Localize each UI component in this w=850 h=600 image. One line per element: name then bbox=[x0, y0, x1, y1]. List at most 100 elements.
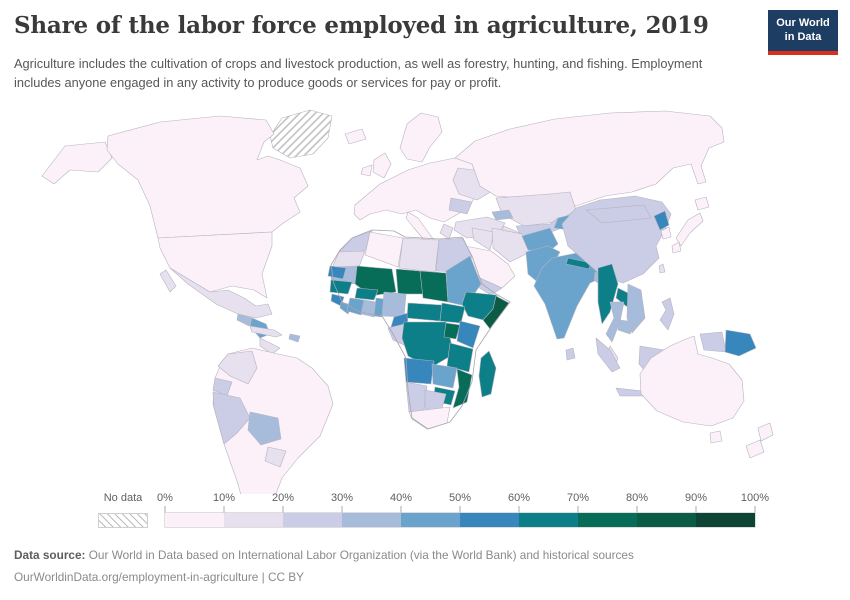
region-baja-california[interactable] bbox=[159, 269, 177, 293]
region-burkina-faso[interactable] bbox=[354, 287, 379, 301]
legend-bin-70-80%[interactable] bbox=[578, 513, 637, 527]
owid-logo-line-1: Our World bbox=[776, 17, 830, 29]
legend-tick-label-40%: 40% bbox=[389, 492, 413, 504]
region-niger[interactable] bbox=[395, 268, 424, 295]
region-united-states[interactable] bbox=[157, 231, 273, 299]
region-ivory-coast[interactable] bbox=[346, 297, 365, 316]
region-tasmania[interactable] bbox=[709, 430, 723, 444]
region-japan-hokkaido[interactable] bbox=[694, 196, 710, 211]
region-greenland[interactable] bbox=[269, 109, 333, 159]
license-line[interactable]: OurWorldinData.org/employment-in-agricul… bbox=[14, 569, 305, 584]
region-ireland[interactable] bbox=[360, 164, 373, 177]
legend-bin-20-30%[interactable] bbox=[283, 513, 342, 527]
region-nigeria[interactable] bbox=[381, 291, 407, 318]
region-kenya[interactable] bbox=[456, 320, 481, 349]
legend-tick-label-100%: 100% bbox=[740, 492, 770, 504]
region-greece[interactable] bbox=[439, 223, 454, 240]
region-central-african-republic[interactable] bbox=[406, 302, 443, 322]
region-somalia[interactable] bbox=[482, 295, 510, 330]
legend-tick-mark bbox=[695, 506, 697, 513]
region-canada[interactable] bbox=[106, 115, 309, 239]
legend-tick-label-50%: 50% bbox=[448, 492, 472, 504]
region-russia[interactable] bbox=[454, 110, 725, 207]
region-new-zealand-north[interactable] bbox=[757, 422, 774, 442]
region-myanmar[interactable] bbox=[597, 263, 619, 325]
region-senegal[interactable] bbox=[327, 265, 347, 280]
legend-tick-mark bbox=[754, 506, 756, 513]
region-japan-honshu[interactable] bbox=[675, 212, 704, 247]
region-algeria[interactable] bbox=[364, 231, 404, 268]
region-uganda[interactable] bbox=[443, 322, 461, 340]
owid-logo[interactable]: Our World in Data bbox=[768, 10, 838, 55]
legend-tick-mark bbox=[282, 506, 284, 513]
region-hispaniola[interactable] bbox=[288, 333, 301, 343]
region-iceland[interactable] bbox=[344, 128, 367, 145]
legend-tick-label-60%: 60% bbox=[507, 492, 531, 504]
legend-tick-mark bbox=[577, 506, 579, 513]
legend-bin-50-60%[interactable] bbox=[460, 513, 519, 527]
data-source-text: Our World in Data based on International… bbox=[85, 548, 634, 562]
legend-bin-0-10%[interactable] bbox=[165, 513, 224, 527]
legend-bin-80-90%[interactable] bbox=[637, 513, 696, 527]
legend-tick-mark bbox=[164, 506, 166, 513]
region-taiwan[interactable] bbox=[658, 263, 666, 274]
region-guinea[interactable] bbox=[329, 279, 353, 295]
chart-subtitle: Agriculture includes the cultivation of … bbox=[14, 54, 744, 92]
region-north-korea[interactable] bbox=[653, 210, 670, 231]
legend-tick-label-90%: 90% bbox=[684, 492, 708, 504]
chart-footer: Data source: Our World in Data based on … bbox=[14, 545, 814, 589]
region-nepal[interactable] bbox=[565, 257, 592, 270]
region-west-papua[interactable] bbox=[699, 331, 727, 353]
region-iraq-syria[interactable] bbox=[471, 227, 495, 251]
region-colombia[interactable] bbox=[217, 350, 258, 385]
region-new-zealand-south[interactable] bbox=[745, 439, 765, 459]
region-japan-kyushu[interactable] bbox=[671, 241, 682, 254]
region-cambodia[interactable] bbox=[617, 319, 635, 335]
region-panama-costa-rica[interactable] bbox=[259, 337, 281, 355]
region-zambia[interactable] bbox=[431, 363, 458, 389]
region-bolivia[interactable] bbox=[247, 411, 282, 446]
region-mexico[interactable] bbox=[169, 267, 273, 319]
region-togo-benin[interactable] bbox=[373, 297, 385, 318]
region-libya[interactable] bbox=[398, 237, 440, 273]
region-romania[interactable] bbox=[448, 197, 473, 215]
legend-bin-30-40%[interactable] bbox=[342, 513, 401, 527]
region-scandinavia[interactable] bbox=[399, 112, 443, 163]
legend-bin-10-20%[interactable] bbox=[224, 513, 283, 527]
region-tanzania[interactable] bbox=[446, 342, 474, 373]
legend-no-data-swatch[interactable] bbox=[98, 513, 148, 528]
region-south-korea[interactable] bbox=[660, 226, 672, 240]
region-western-sahara[interactable] bbox=[331, 250, 366, 269]
region-guatemala[interactable] bbox=[236, 313, 253, 327]
legend-tick-mark bbox=[459, 506, 461, 513]
region-mongolia[interactable] bbox=[585, 204, 652, 224]
legend-bin-40-50%[interactable] bbox=[401, 513, 460, 527]
region-angola[interactable] bbox=[403, 357, 435, 385]
region-sri-lanka[interactable] bbox=[565, 347, 576, 361]
region-peru[interactable] bbox=[212, 391, 251, 445]
region-paraguay[interactable] bbox=[264, 446, 287, 468]
legend-bin-60-70%[interactable] bbox=[519, 513, 578, 527]
subtitle-line-2: Employment includes anyone engaged in an… bbox=[14, 56, 703, 91]
legend-bin-90-100%[interactable] bbox=[696, 513, 755, 527]
region-philippines[interactable] bbox=[659, 297, 675, 331]
region-cuba[interactable] bbox=[249, 325, 283, 338]
region-united-kingdom[interactable] bbox=[372, 152, 392, 179]
region-papua-new-guinea[interactable] bbox=[724, 329, 757, 357]
region-thailand[interactable] bbox=[605, 301, 625, 343]
region-sumatra[interactable] bbox=[595, 337, 621, 373]
region-mozambique[interactable] bbox=[452, 368, 473, 409]
legend-no-data: No data bbox=[96, 492, 150, 530]
region-australia[interactable] bbox=[639, 335, 745, 427]
legend-tick-label-10%: 10% bbox=[212, 492, 236, 504]
region-iran[interactable] bbox=[491, 227, 531, 263]
region-vietnam[interactable] bbox=[626, 283, 646, 334]
region-chad[interactable] bbox=[419, 270, 449, 303]
region-south-sudan[interactable] bbox=[439, 302, 466, 324]
region-caucasus[interactable] bbox=[491, 209, 514, 221]
region-alaska[interactable] bbox=[41, 141, 113, 185]
data-source-line: Data source: Our World in Data based on … bbox=[14, 545, 814, 567]
region-madagascar[interactable] bbox=[478, 350, 497, 398]
owid-logo-line-2: in Data bbox=[784, 31, 822, 44]
